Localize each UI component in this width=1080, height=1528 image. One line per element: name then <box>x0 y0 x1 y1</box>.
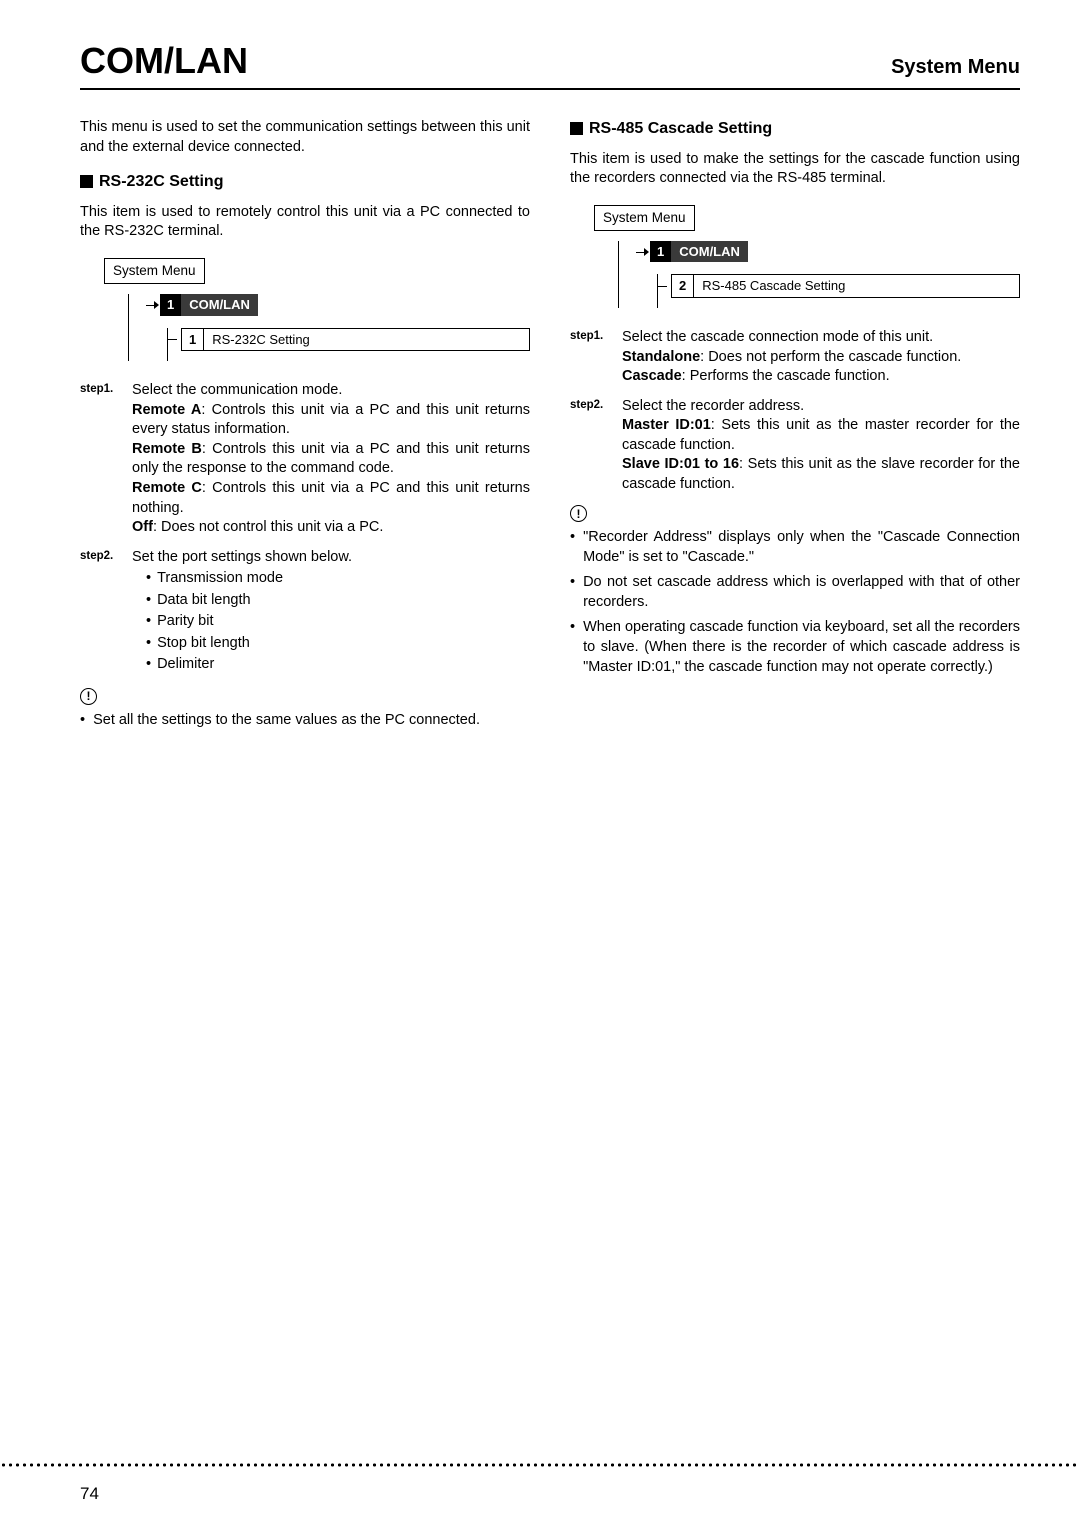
section-desc: This item is used to make the settings f… <box>570 150 1020 189</box>
page-number: 74 <box>80 1484 99 1504</box>
left-column: This menu is used to set the communicati… <box>80 118 530 736</box>
nav-diagram-rs232c: System Menu 1 COM/LAN 1 RS-232C Setting <box>104 258 530 361</box>
footer-dots-divider <box>0 1462 1080 1468</box>
section-heading-rs485: RS-485 Cascade Setting <box>570 118 1020 140</box>
nav-level2-label: RS-232C Setting <box>204 328 530 352</box>
caution-item: "Recorder Address" displays only when th… <box>570 528 1020 567</box>
section-heading-text: RS-232C Setting <box>99 171 223 193</box>
step-opt: Cascade: Performs the cascade function. <box>622 367 1020 387</box>
caution-item: Do not set cascade address which is over… <box>570 573 1020 612</box>
square-bullet-icon <box>80 175 93 188</box>
caution-item: Set all the settings to the same values … <box>80 711 530 731</box>
nav-level1-label: COM/LAN <box>671 241 748 263</box>
step-label: step2. <box>80 548 132 677</box>
page-subtitle: System Menu <box>891 56 1020 79</box>
section-desc: This item is used to remotely control th… <box>80 203 530 242</box>
step-lead: Select the communication mode. <box>132 381 530 401</box>
step-lead: Select the cascade connection mode of th… <box>622 328 1020 348</box>
step-opt: Master ID:01: Sets this unit as the mast… <box>622 416 1020 455</box>
caution-list: "Recorder Address" displays only when th… <box>570 528 1020 677</box>
port-setting-item: Data bit length <box>146 591 530 611</box>
step-label: step1. <box>80 381 132 538</box>
nav-level2-label: RS-485 Cascade Setting <box>694 274 1020 298</box>
page-header: COM/LAN System Menu <box>80 40 1020 90</box>
right-column: RS-485 Cascade Setting This item is used… <box>570 118 1020 736</box>
step-opt: Remote C: Controls this unit via a PC an… <box>132 479 530 518</box>
section-heading-rs232c: RS-232C Setting <box>80 171 530 193</box>
caution-icon: ! <box>80 688 97 705</box>
page-title: COM/LAN <box>80 40 248 82</box>
step-label: step1. <box>570 328 622 387</box>
caution-list: Set all the settings to the same values … <box>80 711 530 731</box>
nav-diagram-rs485: System Menu 1 COM/LAN 2 RS-485 Cascade S… <box>594 205 1020 308</box>
port-setting-item: Parity bit <box>146 612 530 632</box>
nav-branch-icon <box>657 274 671 298</box>
step-lead: Select the recorder address. <box>622 397 1020 417</box>
nav-level1-num: 1 <box>160 294 181 316</box>
step-opt: Standalone: Does not perform the cascade… <box>622 348 1020 368</box>
nav-level2-num: 1 <box>181 328 204 352</box>
nav-level1-num: 1 <box>650 241 671 263</box>
caution-icon: ! <box>570 505 587 522</box>
port-setting-item: Delimiter <box>146 655 530 675</box>
port-setting-item: Stop bit length <box>146 634 530 654</box>
step-lead: Set the port settings shown below. <box>132 548 530 568</box>
step2: step2. Set the port settings shown below… <box>80 548 530 677</box>
port-setting-item: Transmission mode <box>146 569 530 589</box>
step-opt: Slave ID:01 to 16: Sets this unit as the… <box>622 455 1020 494</box>
nav-root: System Menu <box>594 205 695 231</box>
step1: step1. Select the cascade connection mod… <box>570 328 1020 387</box>
nav-level2-num: 2 <box>671 274 694 298</box>
nav-root: System Menu <box>104 258 205 284</box>
caution-item: When operating cascade function via keyb… <box>570 618 1020 677</box>
step-opt: Remote B: Controls this unit via a PC an… <box>132 440 530 479</box>
step-opt: Remote A: Controls this unit via a PC an… <box>132 401 530 440</box>
square-bullet-icon <box>570 122 583 135</box>
page-intro: This menu is used to set the communicati… <box>80 118 530 157</box>
step-label: step2. <box>570 397 622 495</box>
step-opt: Off: Does not control this unit via a PC… <box>132 518 530 538</box>
section-heading-text: RS-485 Cascade Setting <box>589 118 772 140</box>
nav-level1-label: COM/LAN <box>181 294 258 316</box>
step1: step1. Select the communication mode. Re… <box>80 381 530 538</box>
step2: step2. Select the recorder address. Mast… <box>570 397 1020 495</box>
nav-branch-icon <box>167 328 181 352</box>
